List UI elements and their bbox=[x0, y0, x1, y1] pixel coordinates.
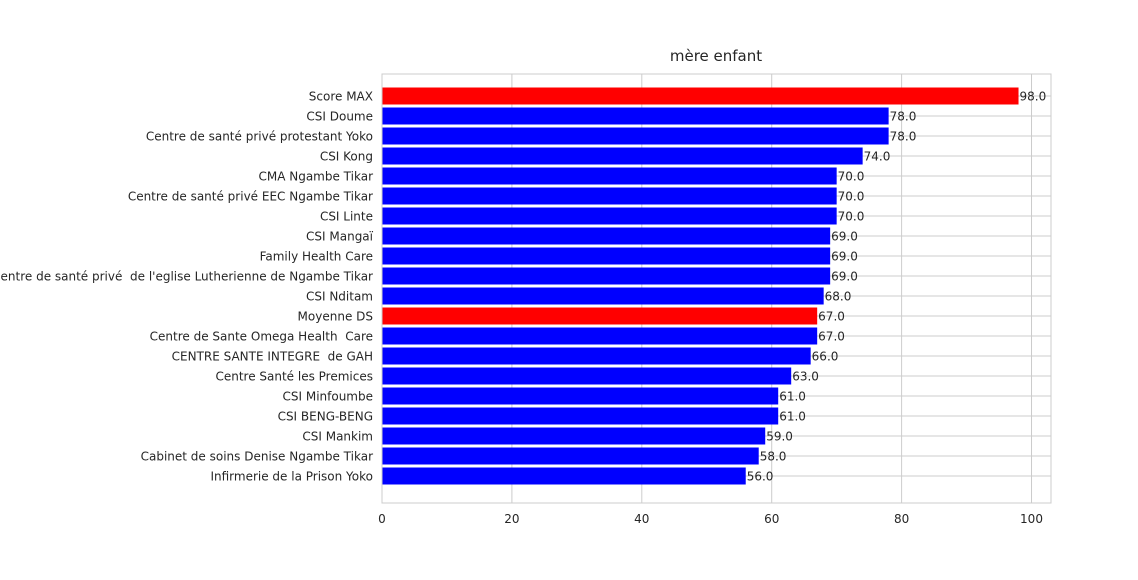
category-label: Infirmerie de la Prison Yoko bbox=[210, 470, 373, 484]
category-label: CSI Nditam bbox=[306, 290, 373, 304]
bar bbox=[382, 227, 831, 245]
value-label: 78.0 bbox=[890, 130, 917, 144]
value-label: 66.0 bbox=[812, 350, 839, 364]
value-label: 61.0 bbox=[779, 410, 806, 424]
x-tick-label: 40 bbox=[634, 512, 649, 526]
bars bbox=[382, 87, 1019, 485]
x-tick-labels: 0 20 40 60 80 100 bbox=[378, 512, 1043, 526]
x-tick-label: 0 bbox=[378, 512, 386, 526]
x-tick-label: 80 bbox=[894, 512, 909, 526]
category-label: Cabinet de soins Denise Ngambe Tikar bbox=[141, 450, 373, 464]
category-label: Centre de santé privé de l'eglise Luther… bbox=[0, 270, 373, 284]
category-label: CSI Linte bbox=[320, 210, 373, 224]
value-label: 70.0 bbox=[838, 170, 865, 184]
category-label: Score MAX bbox=[309, 90, 373, 104]
value-label: 61.0 bbox=[779, 390, 806, 404]
value-label: 67.0 bbox=[818, 330, 845, 344]
category-label: CSI Mangaï bbox=[306, 230, 374, 244]
bar bbox=[382, 407, 779, 425]
value-label: 68.0 bbox=[825, 290, 852, 304]
bar bbox=[382, 347, 811, 365]
x-tick-label: 20 bbox=[504, 512, 519, 526]
value-labels: 98.0 78.0 78.0 74.0 70.0 70.0 70.0 69.0 69.0 69.0… bbox=[747, 90, 1047, 484]
value-label: 98.0 bbox=[1020, 90, 1047, 104]
bar bbox=[382, 327, 818, 345]
category-label: CMA Ngambe Tikar bbox=[258, 170, 373, 184]
value-label: 69.0 bbox=[831, 270, 858, 284]
category-labels: Score MAX CSI Doume Centre de santé privé … bbox=[0, 90, 374, 484]
value-label: 58.0 bbox=[760, 450, 787, 464]
bar bbox=[382, 467, 746, 485]
value-label: 63.0 bbox=[792, 370, 819, 384]
value-label: 70.0 bbox=[838, 210, 865, 224]
bar bbox=[382, 187, 837, 205]
bar bbox=[382, 427, 766, 445]
bar bbox=[382, 247, 831, 265]
bar bbox=[382, 287, 824, 305]
value-label: 78.0 bbox=[890, 110, 917, 124]
value-label: 56.0 bbox=[747, 470, 774, 484]
value-label: 67.0 bbox=[818, 310, 845, 324]
category-label: CSI Doume bbox=[306, 110, 373, 124]
category-label: Centre Santé les Premices bbox=[215, 370, 373, 384]
bar bbox=[382, 267, 831, 285]
category-label: CSI Kong bbox=[320, 150, 373, 164]
plot-frame bbox=[381, 73, 1052, 504]
value-label: 59.0 bbox=[766, 430, 793, 444]
bar bbox=[382, 87, 1019, 105]
category-label: CENTRE SANTE INTEGRE de GAH bbox=[172, 350, 373, 364]
category-label: Centre de Sante Omega Health Care bbox=[150, 330, 373, 344]
bar bbox=[382, 307, 818, 325]
bar bbox=[382, 367, 792, 385]
x-tick-label: 60 bbox=[764, 512, 779, 526]
category-label: CSI BENG-BENG bbox=[278, 410, 373, 424]
x-tick-label: 100 bbox=[1020, 512, 1043, 526]
category-label: Family Health Care bbox=[260, 250, 373, 264]
bar bbox=[382, 207, 837, 225]
bar bbox=[382, 447, 759, 465]
bar bbox=[382, 107, 889, 125]
category-label: Centre de santé privé protestant Yoko bbox=[146, 130, 373, 144]
value-label: 70.0 bbox=[838, 190, 865, 204]
category-label: CSI Mankim bbox=[302, 430, 373, 444]
category-label: CSI Minfoumbe bbox=[282, 390, 373, 404]
value-label: 74.0 bbox=[864, 150, 891, 164]
bar bbox=[382, 167, 837, 185]
bar bbox=[382, 387, 779, 405]
value-label: 69.0 bbox=[831, 230, 858, 244]
bar bbox=[382, 147, 863, 165]
value-label: 69.0 bbox=[831, 250, 858, 264]
chart-title: mère enfant bbox=[670, 47, 762, 65]
category-label: Moyenne DS bbox=[298, 310, 373, 324]
category-label: Centre de santé privé EEC Ngambe Tikar bbox=[128, 190, 373, 204]
bar bbox=[382, 127, 889, 145]
